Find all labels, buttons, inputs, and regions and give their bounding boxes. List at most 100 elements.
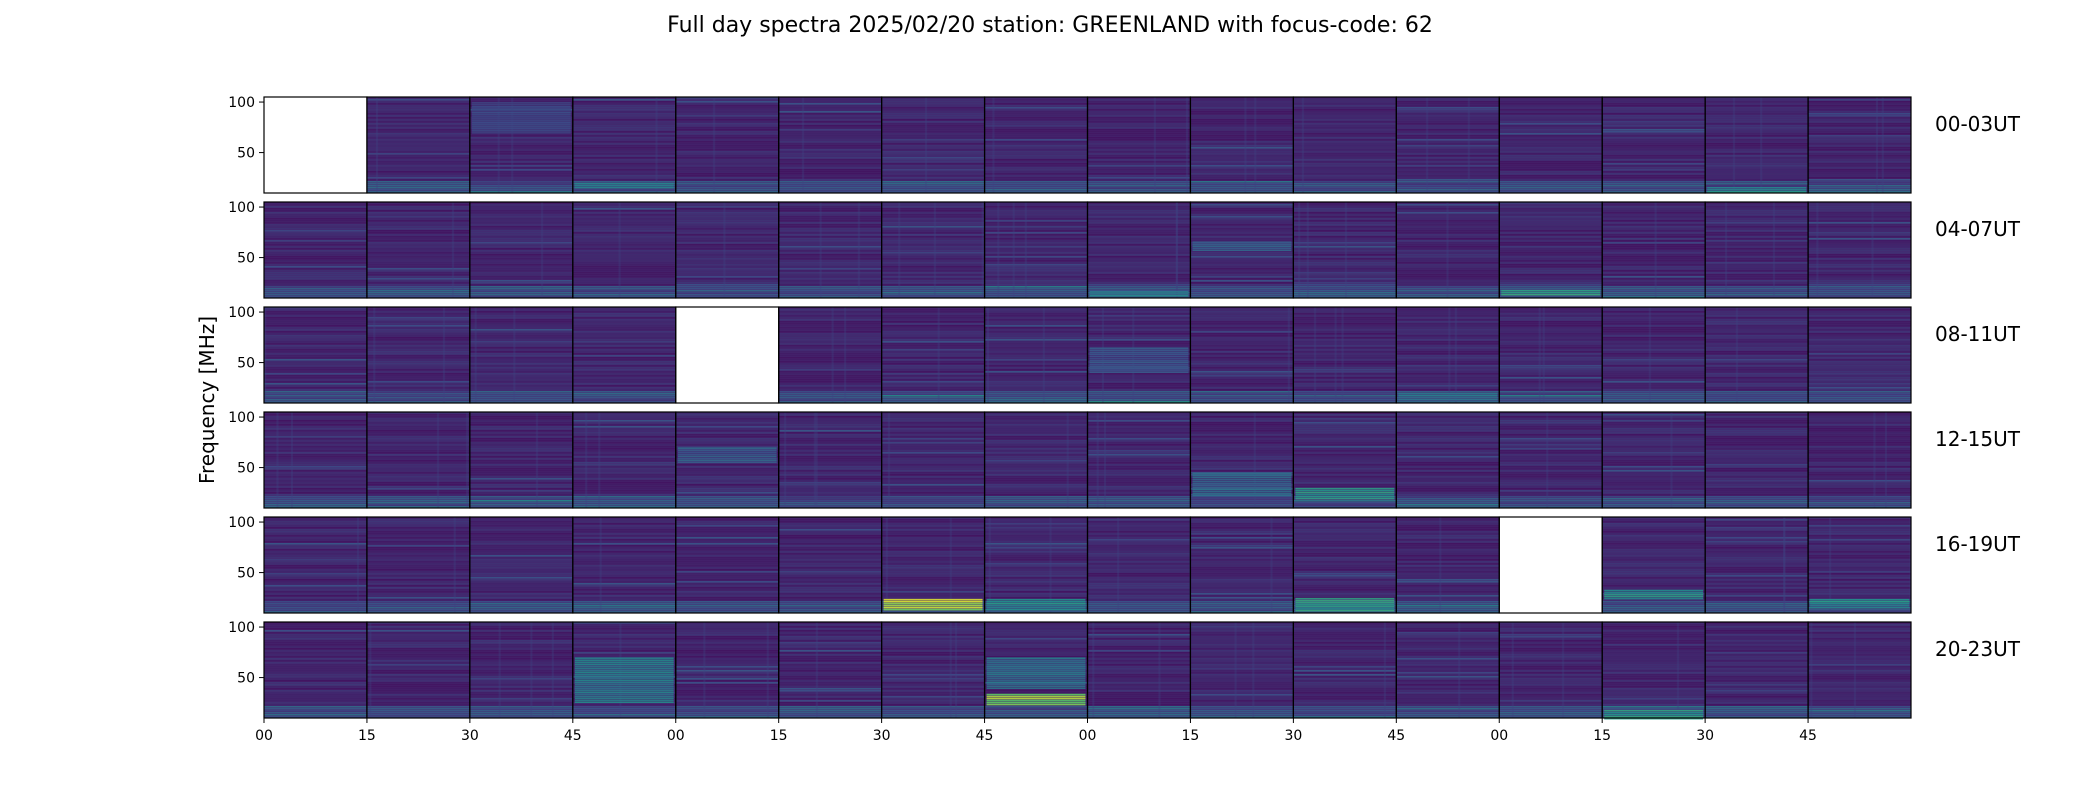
spectrum-panel (778, 622, 882, 718)
spectrum-panel (1499, 412, 1603, 508)
x-tick-label: 45 (976, 728, 994, 744)
spectrum-panel (778, 517, 882, 613)
missing-panel (675, 307, 779, 403)
spectrum-panel (1705, 517, 1809, 613)
spectrum-panel (881, 622, 985, 718)
emission-band (986, 657, 1086, 689)
spectrum-panel (1396, 307, 1500, 403)
row-label: 20-23UT (1935, 637, 2021, 661)
spectrum-panel (675, 622, 779, 718)
x-tick-label: 15 (770, 728, 788, 744)
x-axis: 00 15 30 45 00 15 30 45 00 15 30 45 00 15 30 45 (255, 718, 1817, 744)
spectrum-panel (1293, 202, 1397, 298)
spectrum-panel (1808, 517, 1911, 613)
spectrum-panel (1190, 622, 1294, 718)
y-tick-label: 50 (237, 671, 255, 687)
row-label: 12-15UT (1935, 427, 2021, 451)
spectrum-panel (1190, 517, 1294, 613)
spectrum-panel (984, 97, 1088, 193)
spectrum-panel (1808, 412, 1911, 508)
spectrum-panel (1499, 307, 1603, 403)
spectrum-panel (1190, 307, 1294, 403)
spectrum-panel (264, 202, 367, 298)
spectra-row: 50 100 00-03UT (228, 95, 2021, 194)
spectrum-panel (366, 517, 470, 613)
missing-panel (264, 97, 367, 193)
spectrum-panel (984, 517, 1088, 613)
emission-band (1604, 709, 1704, 720)
spectrum-panel (1499, 97, 1603, 193)
spectrum-panel (1396, 202, 1500, 298)
x-tick-label: 00 (1079, 728, 1097, 744)
spectrum-panel (264, 412, 367, 508)
spectrum-panel (366, 307, 470, 403)
spectrum-panel (778, 412, 882, 508)
y-tick-label: 50 (237, 461, 255, 477)
chart-title: Full day spectra 2025/02/20 station: GRE… (667, 13, 1433, 38)
spectrum-panel (469, 622, 573, 718)
spectrum-panel (675, 517, 779, 613)
y-tick-label: 100 (228, 620, 255, 636)
spectrum-panel (1087, 412, 1191, 508)
spectrum-panel (572, 202, 676, 298)
spectrum-panel (881, 517, 985, 613)
y-tick-label: 100 (228, 515, 255, 531)
y-tick-label: 100 (228, 410, 255, 426)
x-tick-label: 30 (873, 728, 891, 744)
spectrum-panel (1087, 97, 1191, 193)
panel-frame (1807, 516, 1912, 614)
emission-band (1295, 487, 1395, 500)
panel-frame (1807, 621, 1912, 719)
spectrum-panel (881, 202, 985, 298)
y-tick-label: 50 (237, 251, 255, 267)
spectra-row: 50 100 08-11UT (228, 305, 2021, 404)
x-tick-label: 45 (1387, 728, 1405, 744)
spectrum-panel (469, 517, 573, 613)
spectrum-panel (1602, 412, 1706, 508)
spectrum-panel (1808, 307, 1911, 403)
y-tick-label: 50 (237, 356, 255, 372)
spectrum-panel (1293, 517, 1397, 613)
spectrum-panel (1705, 412, 1809, 508)
x-tick-label: 00 (255, 728, 273, 744)
spectrum-panel (778, 307, 882, 403)
spectrum-panel (572, 412, 676, 508)
spectrum-panel (1602, 622, 1706, 718)
x-tick-label: 15 (358, 728, 376, 744)
spectrum-panel (1396, 97, 1500, 193)
spectrum-panel (264, 622, 367, 718)
spectrum-panel (469, 412, 573, 508)
y-tick-label: 100 (228, 305, 255, 321)
x-tick-label: 45 (564, 728, 582, 744)
spectrum-panel (881, 307, 985, 403)
x-tick-label: 30 (1284, 728, 1302, 744)
spectrum-panel (1808, 202, 1911, 298)
spectra-row: 50 100 20-23UT (228, 620, 2021, 720)
spectrum-panel (1808, 97, 1911, 193)
panel-frame (1807, 96, 1912, 194)
emission-band (574, 182, 674, 189)
emission-band (1604, 589, 1704, 600)
spectrum-panel (1705, 202, 1809, 298)
x-tick-label: 15 (1593, 728, 1611, 744)
spectrum-panel (1087, 622, 1191, 718)
emission-band (1192, 241, 1292, 252)
spectrum-panel (1396, 412, 1500, 508)
spectrum-panel (1293, 307, 1397, 403)
spectrum-panel (469, 202, 573, 298)
spectrum-panel (1602, 97, 1706, 193)
emission-band (1089, 347, 1189, 374)
x-tick-label: 30 (461, 728, 479, 744)
x-tick-label: 45 (1799, 728, 1817, 744)
spectrum-panel (264, 307, 367, 403)
spectrum-panel (881, 412, 985, 508)
emission-band (677, 447, 777, 463)
y-tick-label: 50 (237, 566, 255, 582)
spectrum-panel (675, 97, 779, 193)
spectrum-panel (366, 202, 470, 298)
x-tick-label: 15 (1182, 728, 1200, 744)
spectrum-panel (572, 307, 676, 403)
spectrum-panel (1602, 202, 1706, 298)
spectrum-panel (1499, 622, 1603, 718)
